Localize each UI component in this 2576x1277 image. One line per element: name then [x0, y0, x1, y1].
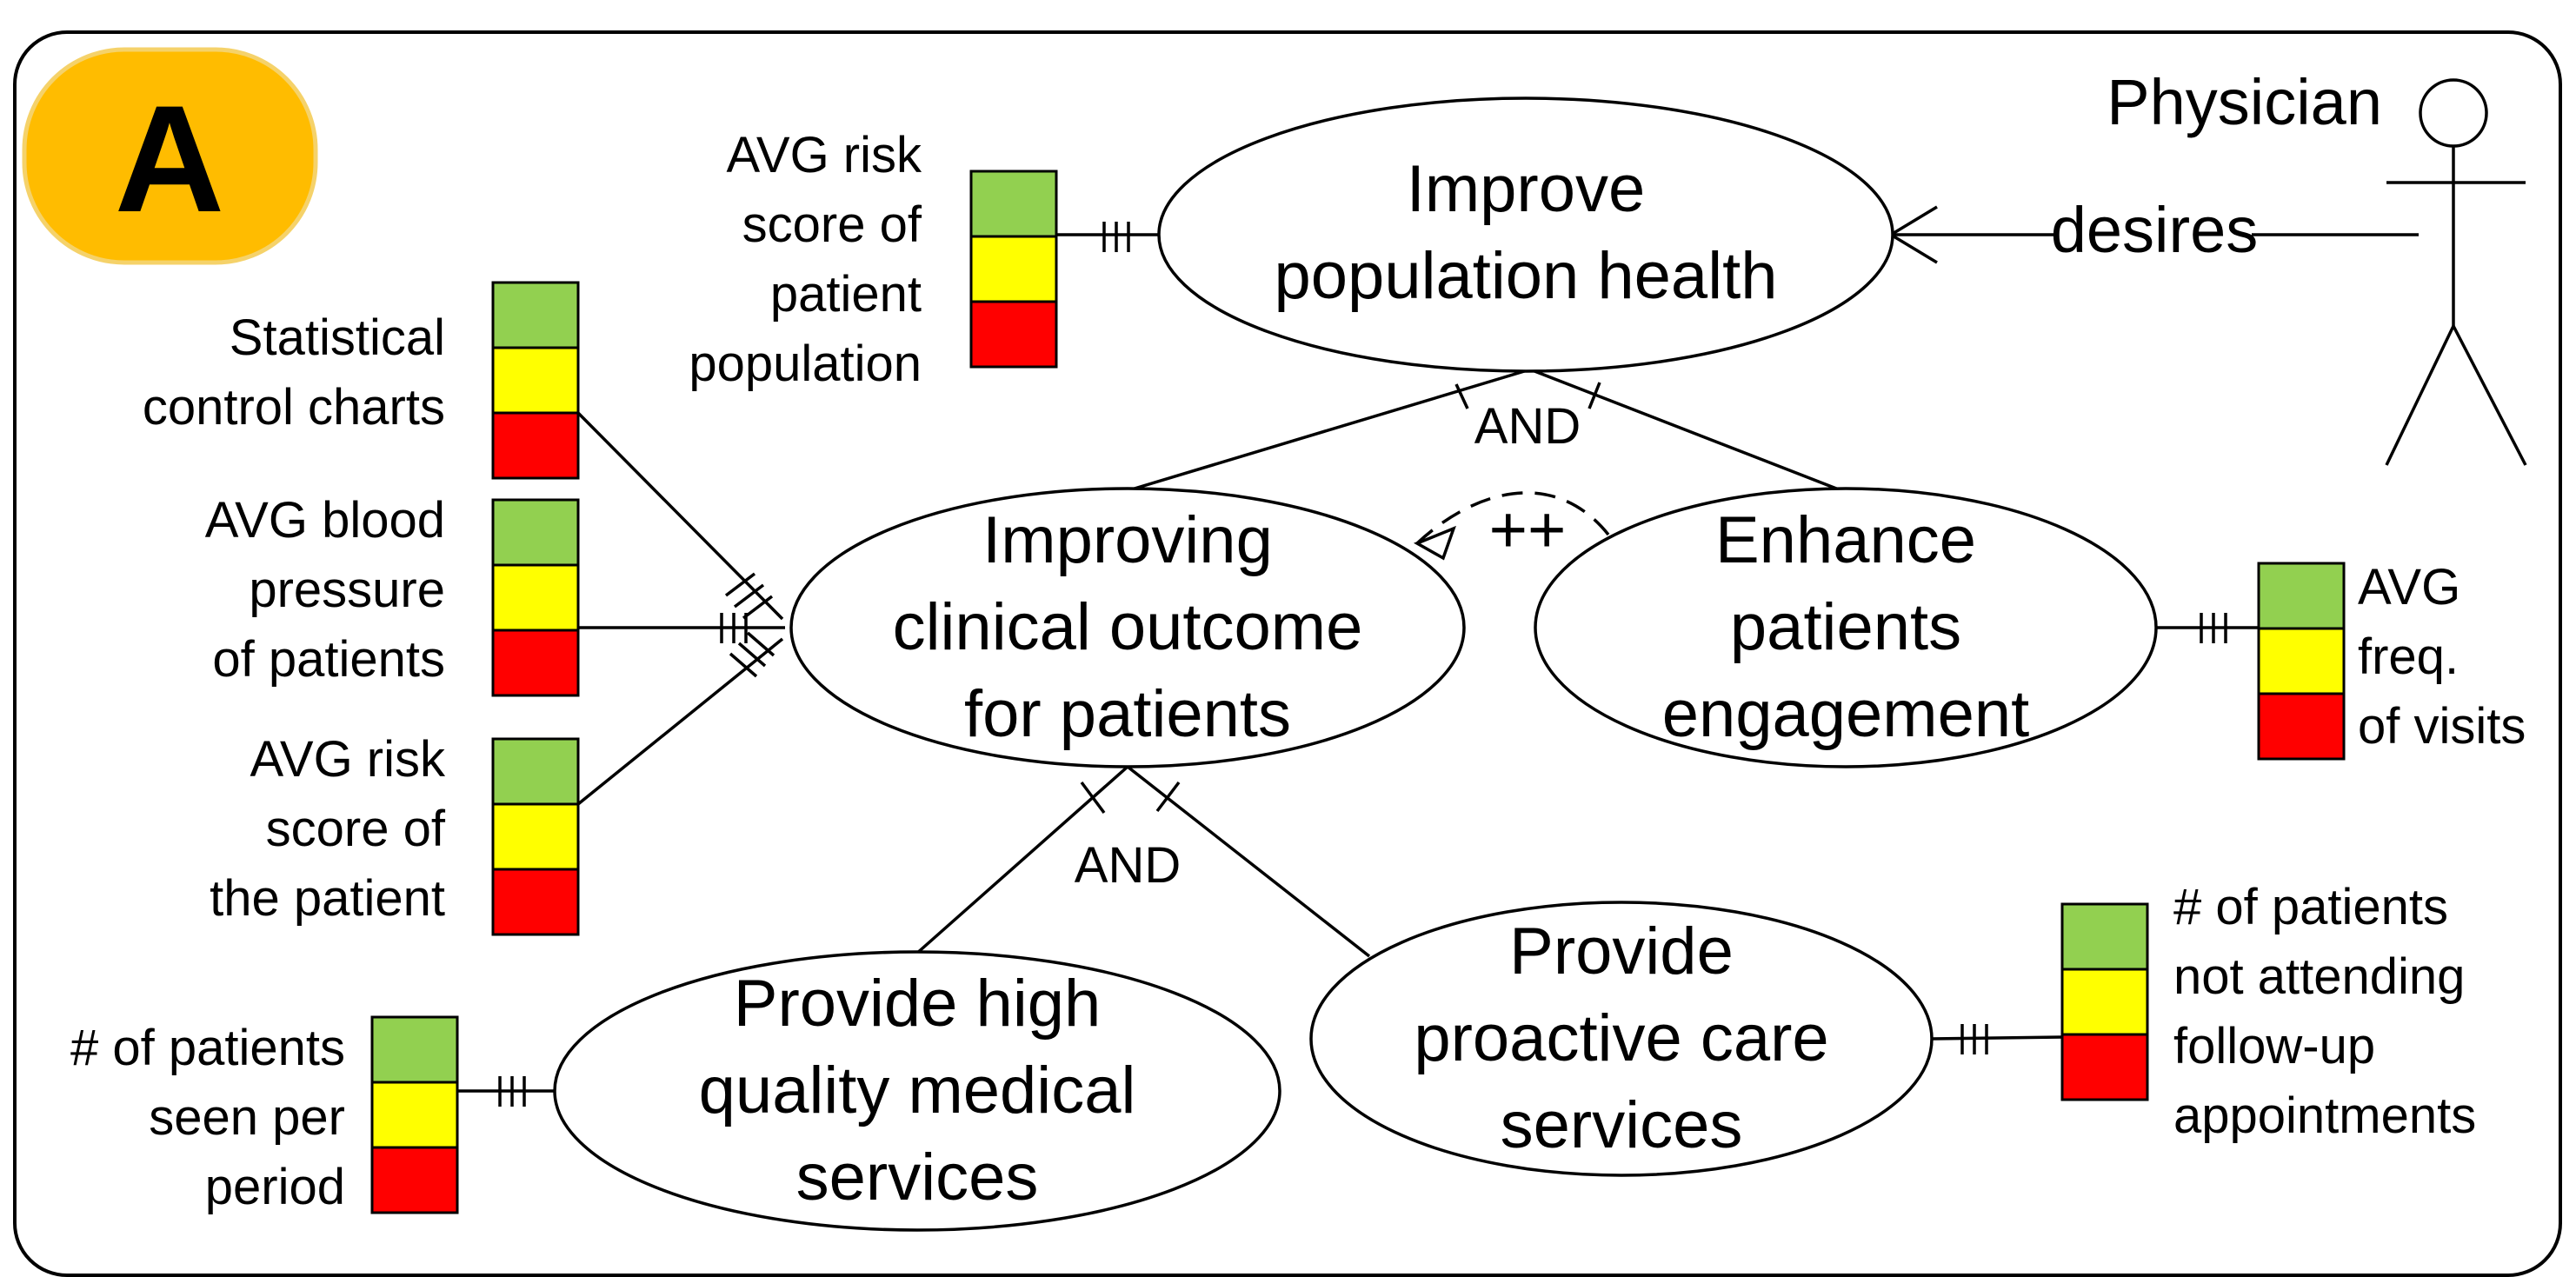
svg-text:AVG: AVG: [2358, 559, 2460, 615]
svg-text:patients: patients: [1730, 590, 1961, 664]
goal-provide-proactive-care-services: Provide proactive care services: [1309, 901, 1934, 1177]
diagram-frame: [13, 30, 2562, 1277]
indicator-patients-seen-per-period: # of patients seen per period: [70, 1015, 459, 1215]
indicator-avg-blood-pressure: AVG blood pressure of patients: [205, 492, 580, 697]
svg-text:AVG risk: AVG risk: [250, 731, 446, 788]
svg-text:pressure: pressure: [249, 562, 445, 618]
goal-improving-clinical-outcome: Improving clinical outcome for patients: [789, 487, 1466, 768]
svg-text:clinical outcome: clinical outcome: [893, 590, 1363, 664]
svg-text:score of: score of: [266, 801, 446, 857]
svg-text:engagement: engagement: [1662, 677, 2030, 751]
indicator-avg-risk-patient: AVG risk score of the patient: [210, 731, 580, 936]
and-label-top: AND: [1474, 398, 1581, 455]
goal-improve-population-health: Improve population health: [1157, 96, 1894, 373]
svg-text:Improving: Improving: [982, 503, 1273, 577]
svg-text:# of patients: # of patients: [2173, 879, 2448, 935]
goal-provide-high-quality-medical-services: Provide high quality medical services: [553, 950, 1281, 1232]
contribution-label: ++: [1489, 493, 1567, 567]
actor-name: Physician: [2107, 66, 2382, 138]
goal-enhance-patients-engagement: Enhance patients engagement: [1534, 487, 2158, 768]
svg-text:population: population: [689, 336, 922, 392]
svg-text:Provide high: Provide high: [734, 967, 1102, 1041]
svg-text:not attending: not attending: [2173, 948, 2465, 1005]
indicator-avg-risk-population: AVG risk score of patient population: [689, 127, 1058, 392]
svg-text:proactive care: proactive care: [1414, 1001, 1828, 1075]
and-label-bottom: AND: [1075, 837, 1181, 894]
svg-text:score of: score of: [742, 196, 922, 253]
indicator-patients-not-attending: # of patients not attending follow-up ap…: [2060, 879, 2476, 1144]
svg-text:period: period: [205, 1159, 345, 1215]
indicator-statistical-control-charts: Statistical control charts: [143, 281, 580, 480]
svg-text:of visits: of visits: [2358, 698, 2526, 755]
svg-text:the patient: the patient: [210, 870, 445, 927]
panel-label: A: [115, 75, 224, 244]
svg-text:Statistical: Statistical: [230, 309, 445, 366]
svg-text:services: services: [796, 1141, 1039, 1214]
svg-text:Enhance: Enhance: [1715, 503, 1976, 577]
svg-text:population health: population health: [1275, 239, 1778, 313]
panel-badge: [22, 47, 318, 265]
physician-actor: Physician: [2107, 66, 2527, 466]
svg-text:control charts: control charts: [143, 379, 445, 436]
svg-text:quality medical: quality medical: [699, 1054, 1136, 1127]
svg-text:of patients: of patients: [212, 631, 445, 688]
svg-text:freq.: freq.: [2358, 629, 2459, 685]
svg-text:Improve: Improve: [1407, 152, 1646, 226]
svg-text:patient: patient: [770, 266, 922, 323]
svg-text:for patients: for patients: [964, 677, 1291, 751]
svg-text:follow-up: follow-up: [2173, 1018, 2375, 1074]
actor-head-icon: [2419, 78, 2488, 148]
svg-text:seen per: seen per: [149, 1089, 345, 1146]
svg-text:AVG blood: AVG blood: [205, 492, 445, 549]
desires-label: desires: [2051, 194, 2259, 266]
svg-text:appointments: appointments: [2173, 1087, 2476, 1144]
svg-text:Provide: Provide: [1509, 915, 1734, 988]
svg-text:# of patients: # of patients: [70, 1020, 345, 1076]
svg-text:AVG risk: AVG risk: [727, 127, 922, 183]
svg-text:services: services: [1501, 1088, 1743, 1162]
indicator-avg-freq-visits: AVG freq. of visits: [2257, 559, 2526, 761]
